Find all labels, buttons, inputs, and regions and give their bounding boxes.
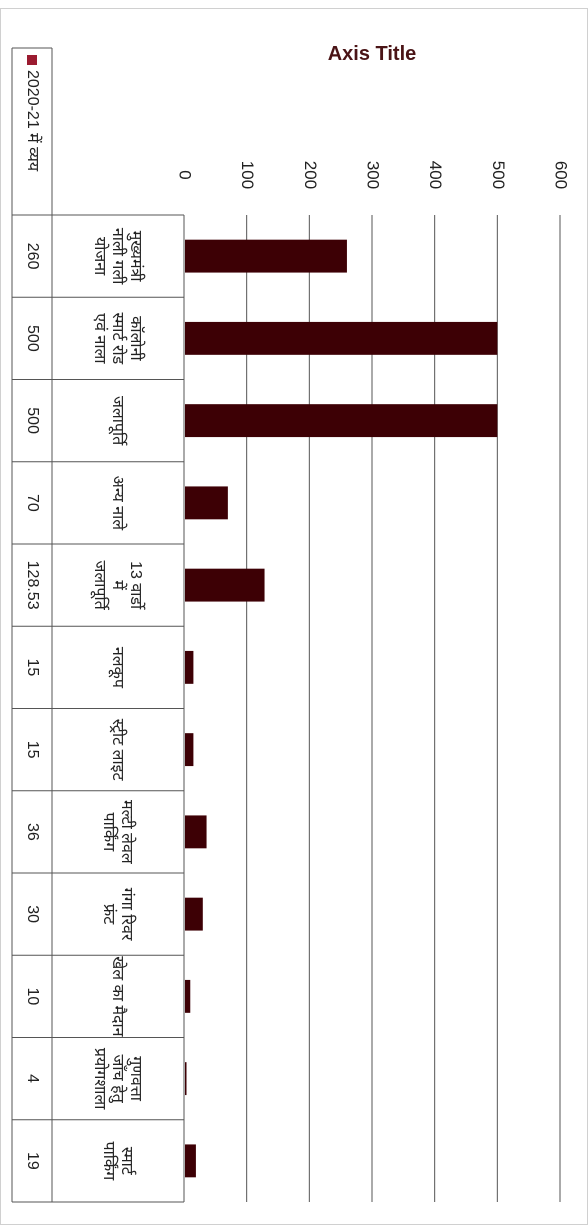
bar [185, 568, 265, 602]
data-label: 260 [24, 243, 41, 270]
gridlines [183, 215, 561, 1202]
bars [185, 239, 498, 1178]
data-label: 4 [24, 1074, 41, 1083]
chart-frame [0, 8, 588, 1225]
bar [185, 733, 194, 767]
bar [185, 650, 194, 684]
y-tick-label: 500 [489, 161, 508, 189]
data-label: 15 [24, 741, 41, 759]
category-label: 13 वार्डोमेंजलापूर्ति [90, 561, 146, 611]
bar [185, 321, 498, 355]
y-tick-label: 100 [238, 161, 257, 189]
legend: 2020-21 में व्यय [24, 55, 43, 172]
category-label: मुख्यमंत्रीनाली गलीयोजना [91, 228, 146, 285]
bar [185, 1062, 187, 1096]
data-label: 500 [24, 325, 41, 352]
category-label: खेल का मैदान [109, 956, 128, 1037]
category-label: जलापूर्ति [108, 396, 128, 446]
data-label: 15 [24, 658, 41, 676]
bar [185, 239, 347, 273]
bar [185, 897, 203, 931]
category-label: स्ट्रीट लाइट [109, 719, 128, 782]
data-label: 70 [24, 494, 41, 512]
y-tick-label: 300 [364, 161, 383, 189]
bar [185, 815, 207, 849]
legend-swatch [27, 55, 37, 65]
category-label: कॉलोनीस्मार्ट रोडएवं नाला [91, 313, 146, 365]
data-label: 36 [24, 823, 41, 841]
y-tick-label: 200 [301, 161, 320, 189]
data-label: 19 [24, 1152, 41, 1170]
data-label: 128.53 [24, 561, 41, 610]
bar [185, 1144, 196, 1178]
category-label: नलकूप [108, 647, 126, 689]
bar [185, 979, 191, 1013]
data-label: 30 [24, 905, 41, 923]
axis-ticks: 0 100 200 300 400 500 600 [176, 161, 571, 189]
bar [185, 486, 228, 520]
y-tick-label: 600 [552, 161, 571, 189]
data-table: मुख्यमंत्रीनाली गलीयोजना 260 कॉलोनीस्मार्ट… [11, 47, 185, 1203]
y-tick-label: 0 [176, 170, 195, 179]
y-tick-label: 400 [426, 161, 445, 189]
category-label: अन्य नाले [109, 476, 128, 532]
category-label: स्मार्टपार्किंग [100, 1142, 137, 1182]
chart-title: Axis Title [328, 43, 417, 65]
category-label: मल्टी लेवलपार्किंग [100, 800, 137, 865]
bar [185, 404, 498, 438]
data-label: 500 [24, 407, 41, 434]
category-label: गंगा रिवरफ्रंट [100, 888, 137, 941]
legend-label: 2020-21 में व्यय [24, 70, 43, 172]
category-label: गुणवत्ताजाँच हेतुप्रयोगशाला [91, 1048, 144, 1110]
data-label: 10 [24, 987, 41, 1005]
